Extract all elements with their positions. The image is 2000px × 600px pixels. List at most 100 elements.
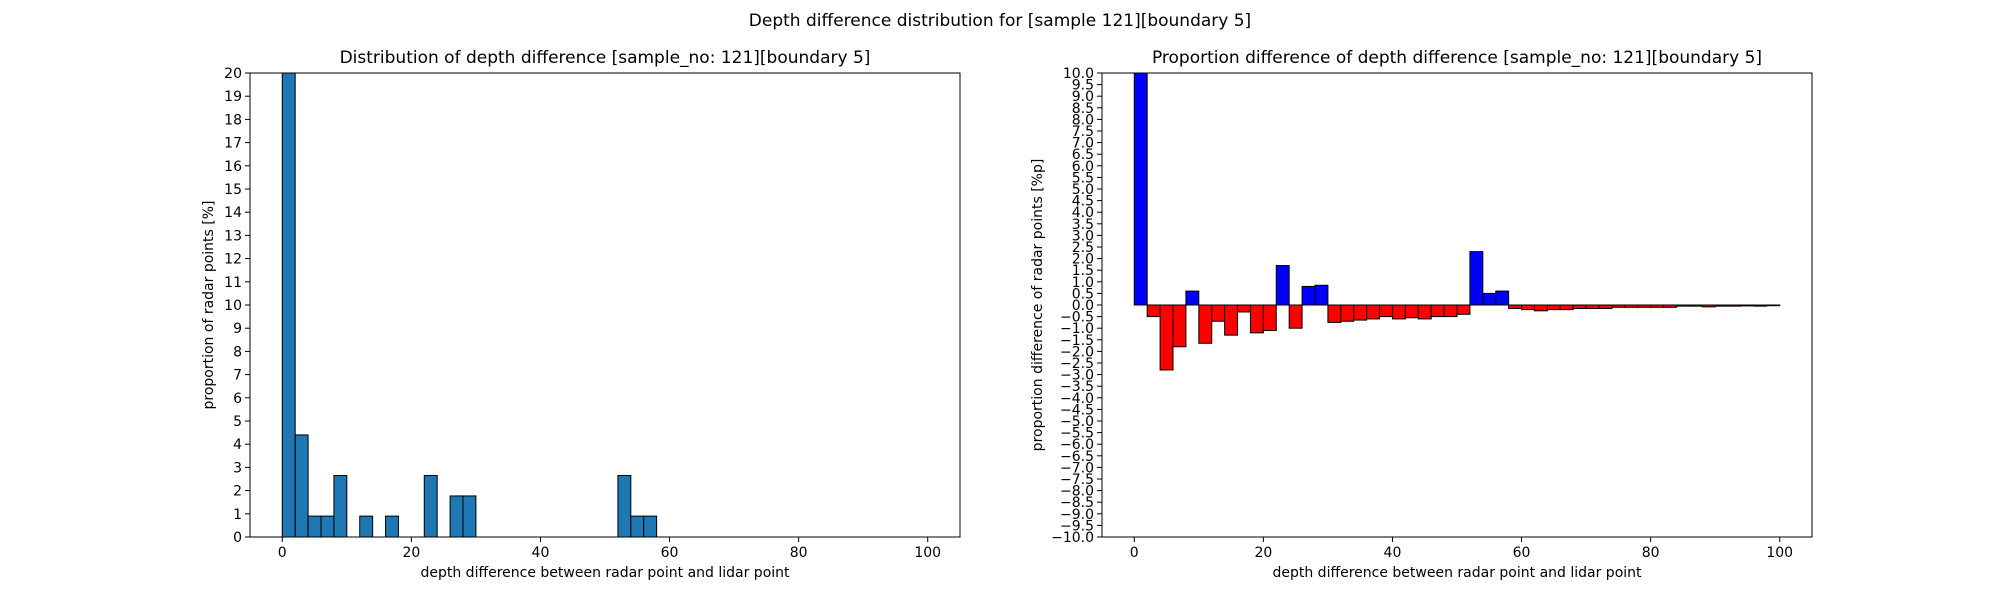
chart-left-bar-0 — [281, 72, 296, 538]
chart-left-ylabel: proportion of radar points [%] — [201, 200, 217, 409]
chart-right-bar-19 — [1379, 304, 1393, 318]
chart-right-bar-26 — [1469, 251, 1484, 306]
chart-right-ytick-label-8: 6.0 — [1072, 159, 1094, 175]
chart-right-ytick-label-12: 4.0 — [1072, 205, 1094, 221]
chart-right-bar-1 — [1146, 304, 1161, 318]
chart-left-bar-12 — [643, 515, 658, 538]
chart-right-ytick-label-22: −1.0 — [1060, 321, 1094, 337]
chart-right-bar-42 — [1675, 304, 1690, 307]
chart-left-ytick-label-5: 5 — [233, 414, 242, 430]
chart-right-ytick-label-38: −9.0 — [1060, 507, 1094, 523]
chart-left-ytick-label-18: 18 — [224, 112, 242, 128]
chart-right-ytick-label-28: −4.0 — [1060, 391, 1094, 407]
chart-left-bar-3 — [320, 515, 335, 538]
chart-left-ytick-label-8: 8 — [233, 344, 242, 360]
chart-right-bar-8 — [1237, 304, 1251, 313]
chart-right-ytick-label-35: −7.5 — [1060, 472, 1094, 488]
chart-right-ytick-label-20: 0.0 — [1072, 298, 1094, 314]
chart-right-bar-2 — [1159, 304, 1174, 371]
chart-right-bar-41 — [1663, 304, 1677, 308]
chart-right-ytick-label-25: −2.5 — [1060, 356, 1094, 372]
chart-right-ytick-label-9: 5.5 — [1072, 170, 1094, 186]
chart-left-ytick-label-17: 17 — [224, 136, 242, 152]
chart-right-ytick-label-24: −2.0 — [1060, 344, 1094, 360]
chart-right-bar-5 — [1198, 304, 1213, 344]
chart-left-ytick-label-9: 9 — [233, 321, 242, 337]
chart-right-bar-0 — [1133, 72, 1148, 306]
chart-right-ytick-label-40: −10.0 — [1051, 530, 1094, 546]
chart-right-bar-28 — [1495, 290, 1510, 306]
chart-right-bar-9 — [1249, 304, 1264, 334]
chart-left-bars — [281, 72, 658, 538]
chart-right-bar-36 — [1598, 304, 1613, 309]
chart-right-ytick-label-11: 4.5 — [1072, 194, 1094, 210]
chart-right-bar-46 — [1727, 304, 1742, 307]
chart-right-ytick-label-2: 9.0 — [1072, 89, 1094, 105]
chart-right-bar-20 — [1391, 304, 1406, 320]
chart-left-bar-4 — [333, 475, 348, 538]
chart-right-bar-35 — [1585, 304, 1600, 309]
chart-right-ytick-label-6: 7.0 — [1072, 136, 1094, 152]
chart-right-ytick-label-39: −9.5 — [1060, 518, 1094, 534]
chart-right-bar-37 — [1611, 304, 1626, 308]
chart-left-ytick-label-16: 16 — [224, 159, 242, 175]
chart-right-ytick-label-18: 1.0 — [1072, 275, 1094, 291]
chart-right-ticks: 0 20 40 60 80 100 10.09.59.08.58.07.57.06.56.0… — [1051, 66, 1793, 561]
chart-right-bar-33 — [1559, 304, 1574, 311]
chart-right-bar-47 — [1740, 304, 1755, 307]
chart-right-bar-34 — [1572, 304, 1587, 309]
chart-right-bar-27 — [1482, 292, 1497, 306]
chart-right-bar-48 — [1753, 304, 1768, 307]
chart-right-ytick-label-32: −6.0 — [1060, 437, 1094, 453]
chart-left-plot-frame — [249, 72, 961, 538]
chart-left-xtick-label-80: 80 — [790, 545, 808, 561]
chart-right-bar-23 — [1430, 304, 1445, 318]
chart-right-bars — [1133, 72, 1781, 371]
chart-right-xtick-label-40: 40 — [1384, 545, 1402, 561]
chart-right-bar-7 — [1224, 304, 1239, 336]
chart-left-bar-10 — [617, 475, 632, 538]
chart-left-xtick-label-40: 40 — [532, 545, 550, 561]
chart-left-ticks: 0 20 40 60 80 1000123456789101112131415161718… — [224, 66, 941, 561]
chart-left-title: Distribution of depth difference [sample… — [340, 48, 871, 68]
chart-right-ytick-label-3: 8.5 — [1072, 101, 1094, 117]
chart-right-bar-15 — [1327, 304, 1342, 323]
chart-right-xtick-label-0: 0 — [1130, 545, 1139, 561]
chart-right-bar-18 — [1366, 304, 1381, 320]
chart-right-ytick-label-31: −5.5 — [1060, 426, 1094, 442]
chart-left-xlabel: depth difference between radar point and… — [420, 565, 790, 581]
chart-left-ytick-label-6: 6 — [233, 391, 242, 407]
chart-right-xtick-label-60: 60 — [1513, 545, 1531, 561]
chart-right-bar-11 — [1275, 265, 1290, 306]
chart-right-bar-6 — [1211, 304, 1226, 322]
chart-left-ytick-label-0: 0 — [233, 530, 242, 546]
chart-right-xtick-label-80: 80 — [1642, 545, 1660, 561]
chart-right-ytick-label-29: −4.5 — [1060, 402, 1094, 418]
chart-right-bar-30 — [1521, 304, 1535, 311]
chart-right-bar-38 — [1624, 304, 1639, 308]
chart-right-ytick-label-10: 5.0 — [1072, 182, 1094, 198]
chart-left-xtick-label-60: 60 — [661, 545, 679, 561]
chart-right-xtick-label-20: 20 — [1254, 545, 1272, 561]
chart-right-ytick-label-27: −3.5 — [1060, 379, 1094, 395]
chart-left-bar-11 — [630, 515, 645, 538]
chart-right-bar-44 — [1701, 304, 1716, 308]
chart-right-bar-13 — [1301, 285, 1316, 306]
chart-right-bar-10 — [1262, 304, 1277, 332]
chart-right-bar-21 — [1404, 304, 1419, 319]
chart-right-ytick-label-7: 6.5 — [1072, 147, 1094, 163]
chart-right-ytick-label-23: −1.5 — [1060, 333, 1094, 349]
chart-right-xtick-label-100: 100 — [1766, 545, 1793, 561]
chart-left-ytick-label-10: 10 — [224, 298, 242, 314]
chart-right: Proportion difference of depth differenc… — [1030, 48, 1813, 581]
chart-left-bar-7 — [423, 475, 438, 538]
chart-right-ytick-label-1: 9.5 — [1072, 78, 1094, 94]
chart-right-bar-39 — [1637, 304, 1652, 308]
chart-left-bar-5 — [359, 515, 374, 538]
chart-left-ytick-label-1: 1 — [233, 507, 242, 523]
chart-right-plot-frame — [1101, 72, 1813, 538]
chart-right-ytick-label-4: 8.0 — [1072, 112, 1094, 128]
chart-right-bar-12 — [1288, 304, 1303, 329]
figure-suptitle: Depth difference distribution for [sampl… — [749, 11, 1251, 31]
chart-right-bar-25 — [1456, 304, 1471, 315]
